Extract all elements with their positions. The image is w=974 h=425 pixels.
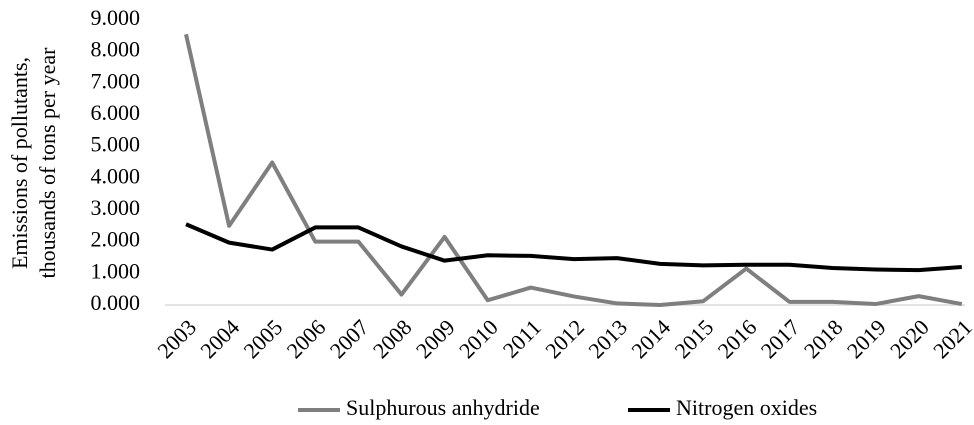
legend-label: Nitrogen oxides [676, 395, 817, 420]
x-tick-label: 2016 [713, 314, 762, 363]
x-tick-label: 2004 [195, 314, 244, 363]
y-tick-label: 8.000 [91, 37, 141, 62]
x-tick-label: 2012 [540, 314, 589, 363]
y-axis-label: thousands of tons per year [35, 47, 60, 279]
x-tick-label: 2010 [454, 314, 503, 363]
x-tick-label: 2011 [498, 314, 546, 362]
x-tick-label: 2014 [626, 314, 675, 363]
x-tick-label: 2019 [842, 314, 891, 363]
x-tick-label: 2009 [411, 314, 460, 363]
x-tick-label: 2008 [368, 314, 417, 363]
series-line [184, 33, 963, 307]
y-tick-label: 4.000 [91, 163, 141, 188]
y-tick-label: 5.000 [91, 132, 141, 157]
series-line [185, 222, 962, 273]
y-axis-label: Emissions of pollutants, [7, 57, 32, 269]
x-tick-label: 2013 [583, 314, 632, 363]
y-tick-label: 6.000 [91, 100, 141, 125]
x-tick-label: 2017 [756, 314, 805, 363]
legend-label: Sulphurous anhydride [346, 395, 540, 420]
x-tick-label: 2018 [799, 314, 848, 363]
x-tick-label: 2003 [152, 314, 201, 363]
x-tick-label: 2020 [885, 314, 934, 363]
x-tick-label: 2005 [239, 314, 288, 363]
y-tick-label: 2.000 [91, 227, 141, 252]
x-tick-label: 2021 [928, 314, 974, 363]
y-tick-label: 9.000 [91, 5, 141, 30]
y-tick-label: 7.000 [91, 68, 141, 93]
y-tick-label: 3.000 [91, 195, 141, 220]
x-tick-label: 2006 [282, 314, 331, 363]
y-tick-label: 1.000 [91, 258, 141, 283]
y-tick-label: 0.000 [91, 290, 141, 315]
x-tick-label: 2015 [670, 314, 719, 363]
x-tick-label: 2007 [325, 314, 374, 363]
